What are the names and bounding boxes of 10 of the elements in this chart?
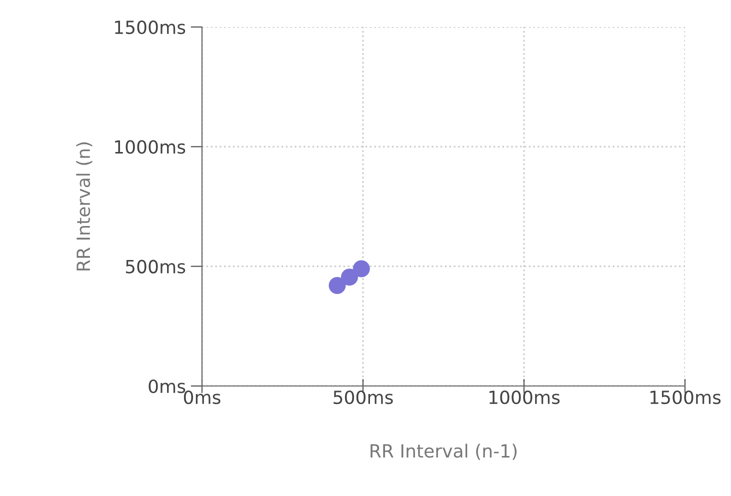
x-tick-label: 1000ms bbox=[490, 390, 560, 404]
x-tick-label: 0ms bbox=[184, 390, 220, 404]
y-tick-label: 0ms bbox=[148, 379, 186, 394]
y-axis-title: RR Interval (n) bbox=[76, 142, 92, 270]
y-tick-label: 1500ms bbox=[115, 20, 186, 34]
y-tick-label: 1000ms bbox=[115, 140, 186, 154]
y-tick-label: 500ms bbox=[126, 260, 186, 274]
x-tick-label: 500ms bbox=[334, 390, 393, 404]
x-tick-label: 1500ms bbox=[650, 390, 721, 404]
x-axis-title: RR Interval (n-1) bbox=[370, 444, 517, 460]
